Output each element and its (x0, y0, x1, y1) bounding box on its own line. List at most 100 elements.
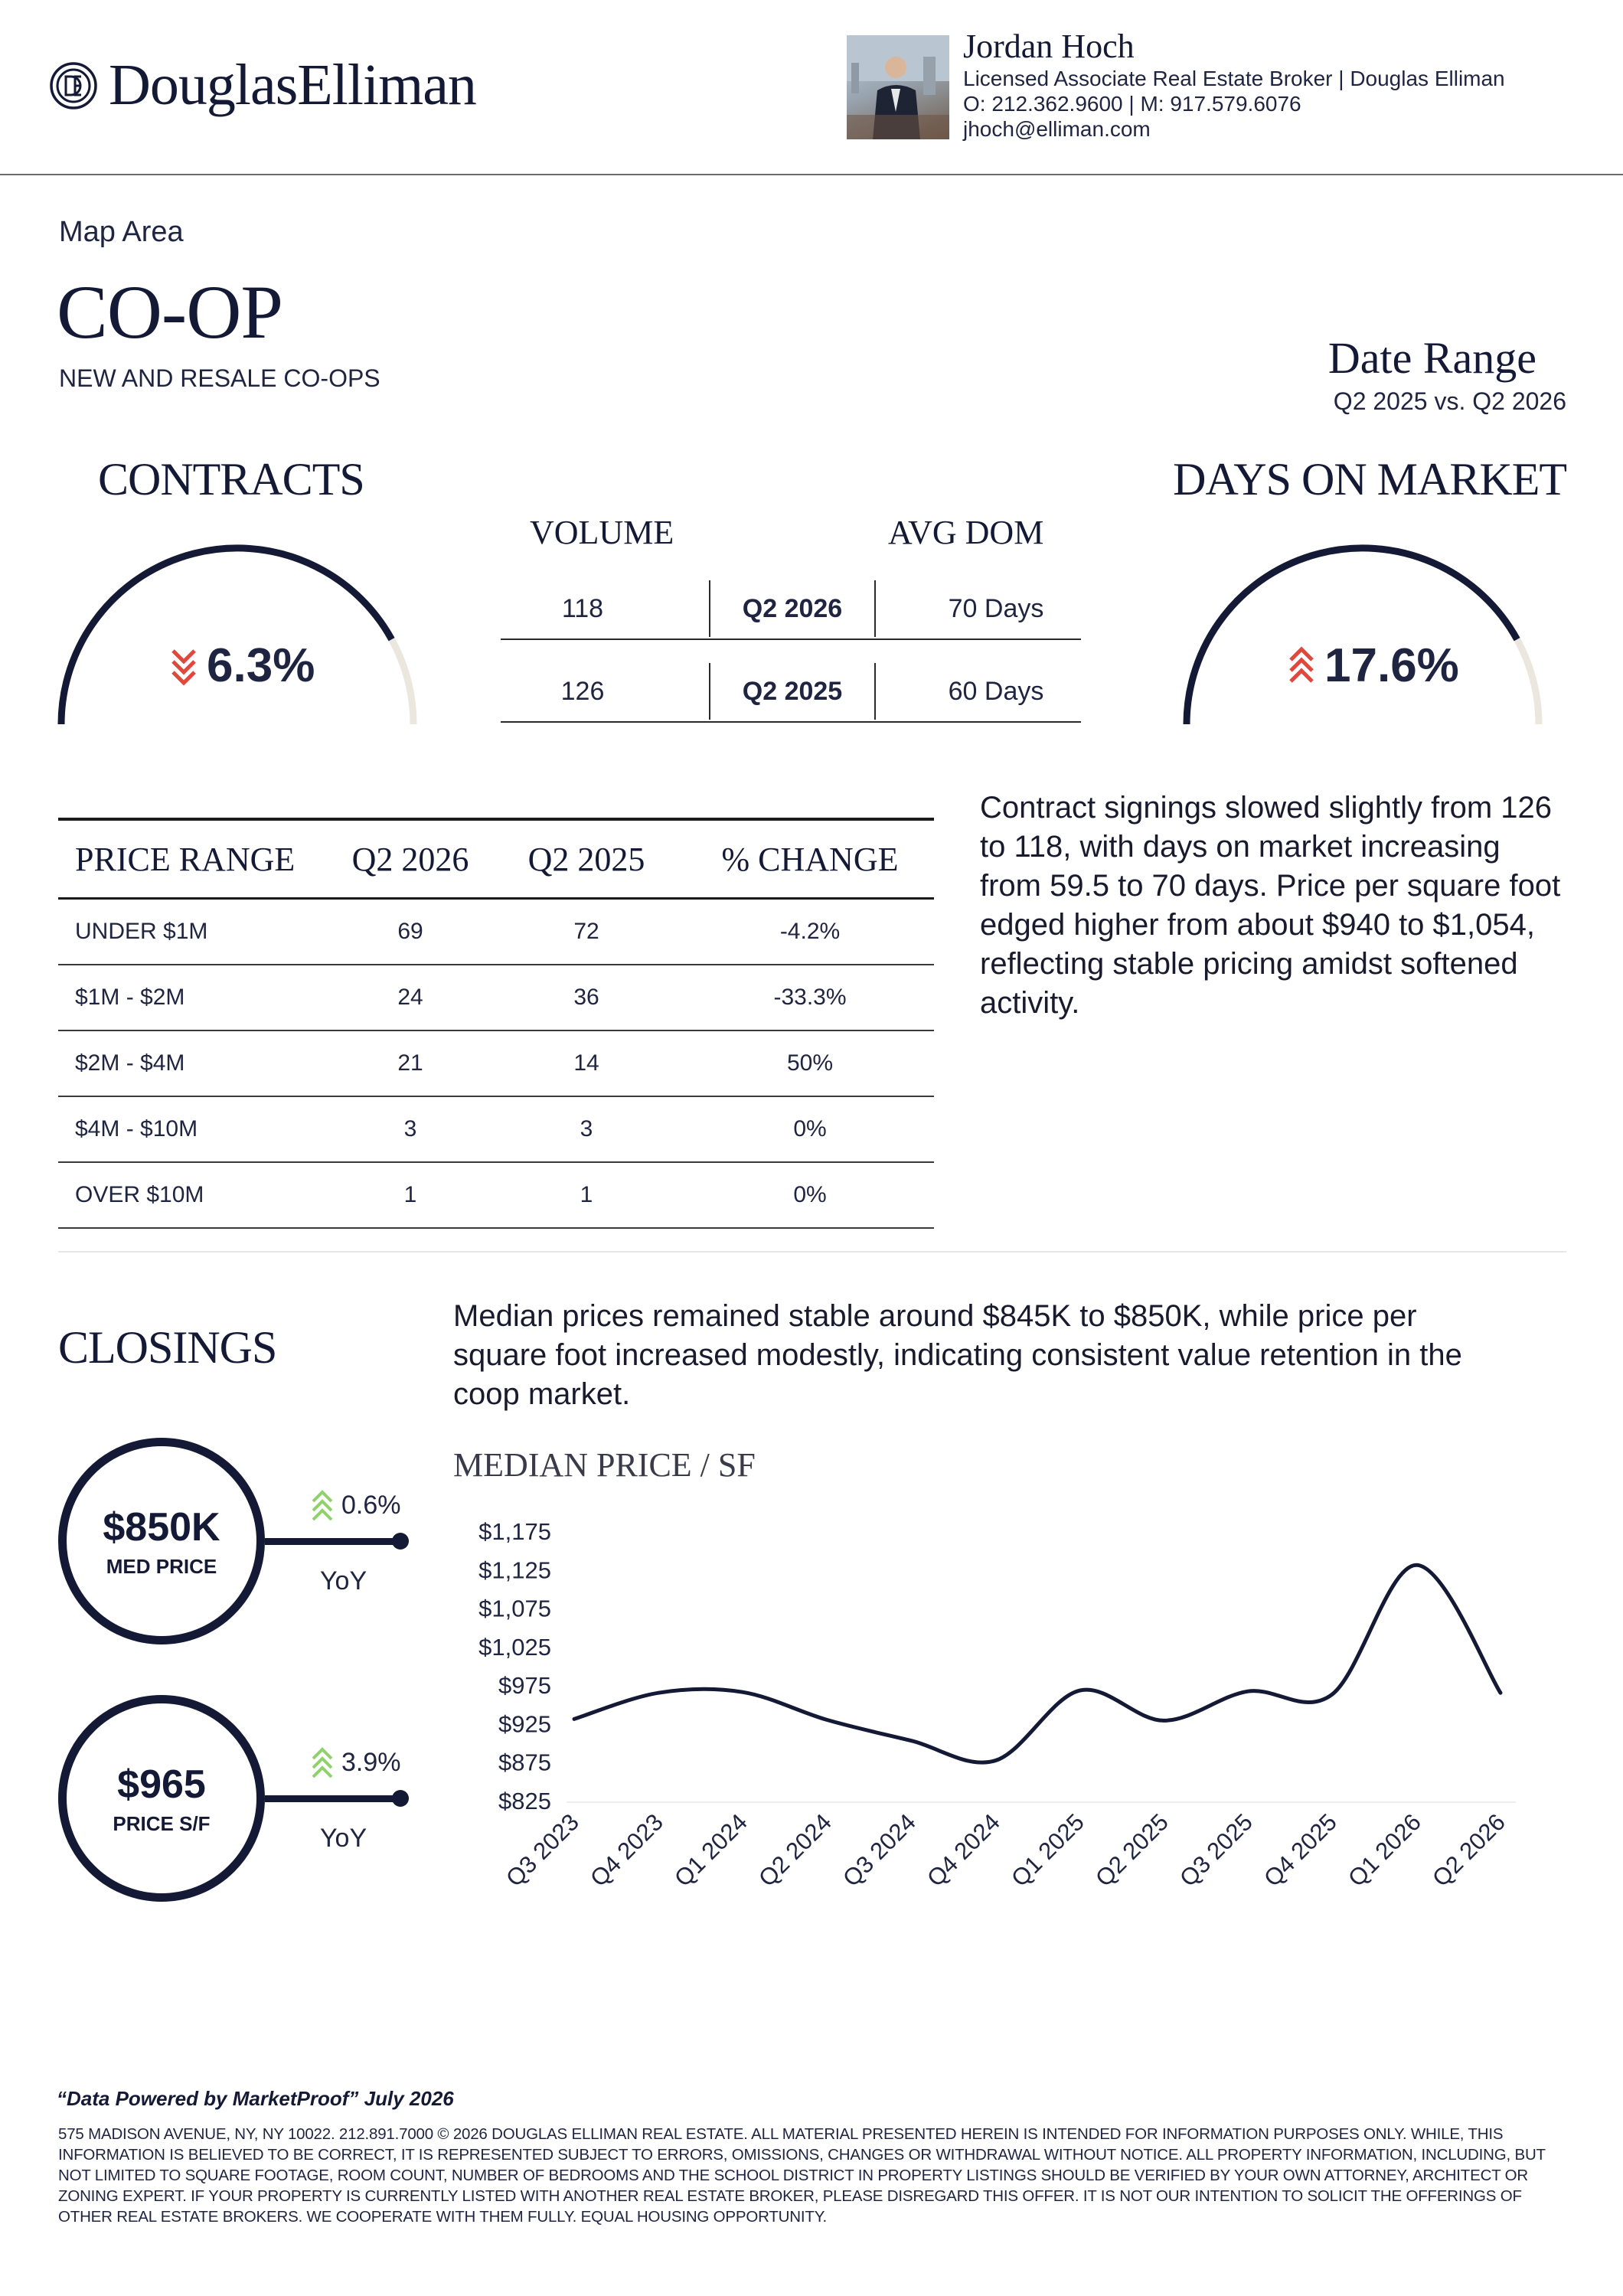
median-price-circle: $850K MED PRICE (58, 1438, 265, 1644)
connector-dot (392, 1790, 409, 1807)
connector-dot (392, 1533, 409, 1550)
chevron-double-down-icon (171, 648, 196, 686)
dom-gauge-track (1183, 544, 1543, 725)
closings-commentary: Median prices remained stable around $84… (453, 1299, 1462, 1411)
pct-change-cell: 0% (793, 1182, 827, 1207)
y-tick-label: $1,175 (478, 1518, 551, 1545)
dom-change: 17.6% (1288, 639, 1459, 693)
dom-title: DAYS ON MARKET (1173, 454, 1567, 505)
price-range-cell: OVER $10M (75, 1182, 204, 1207)
price-range-cell: $4M - $10M (75, 1116, 198, 1141)
price-range-table: PRICE RANGE Q2 2026 Q2 2025 % CHANGE UND… (58, 818, 934, 1229)
dom-q2-2026: 70 Days (948, 594, 1044, 623)
price-sf-period: YoY (320, 1824, 367, 1853)
chart-title: MEDIAN PRICE / SF (453, 1446, 756, 1484)
price-range-cell: $2M - $4M (75, 1050, 185, 1076)
price-range-cell: UNDER $1M (75, 919, 208, 944)
q2-2025-cell: 1 (580, 1182, 593, 1207)
x-tick-label: Q3 2025 (1174, 1808, 1258, 1892)
table-row: UNDER $1M 69 72 -4.2% (58, 900, 934, 965)
agent-email[interactable]: jhoch@elliman.com (963, 117, 1151, 141)
q2-2025-cell: 72 (573, 919, 599, 944)
q2-2025-cell: 14 (573, 1050, 599, 1076)
contracts-commentary: Contract signings slowed slightly from 1… (980, 791, 1561, 1020)
period-q2-2025: Q2 2025 (742, 677, 843, 706)
median-price-label: MED PRICE (106, 1554, 217, 1578)
price-sf-circle: $965 PRICE S/F (58, 1695, 265, 1902)
avg-dom-header: AVG DOM (888, 514, 1044, 551)
x-tick-label: Q4 2025 (1259, 1808, 1342, 1892)
price-sf-series-line (572, 1563, 1503, 1765)
table-rule (501, 721, 1081, 723)
x-tick-label: Q3 2023 (501, 1808, 584, 1892)
x-tick-label: Q4 2024 (922, 1808, 1005, 1892)
y-tick-label: $825 (498, 1788, 551, 1814)
price-range-cell: $1M - $2M (75, 985, 185, 1010)
y-tick-label: $1,025 (478, 1634, 551, 1661)
header-price-range: PRICE RANGE (75, 840, 296, 878)
median-price-period: YoY (320, 1566, 367, 1595)
header-q2-2025: Q2 2025 (527, 840, 645, 878)
q2-2026-cell: 3 (403, 1116, 417, 1141)
contracts-change-value: 6.3% (207, 639, 315, 692)
section-divider (58, 1251, 1566, 1253)
volume-q2-2025: 126 (560, 677, 605, 706)
x-tick-label: Q1 2026 (1343, 1808, 1426, 1892)
header-pct-change: % CHANGE (721, 840, 899, 878)
volume-q2-2026: 118 (561, 594, 604, 623)
data-source: “Data Powered by MarketProof” July 2026 (57, 2087, 454, 2110)
x-tick-label: Q1 2025 (1006, 1808, 1089, 1892)
area-label: Map Area (59, 216, 184, 248)
legal-disclaimer: 575 Madison Avenue, NY, NY 10022. 212.89… (58, 2125, 1546, 2226)
brand-logo: DouglasElliman (49, 52, 477, 119)
pct-change-cell: -33.3% (773, 985, 847, 1010)
median-price-change-value: 0.6% (341, 1490, 401, 1520)
y-tick-label: $975 (498, 1672, 551, 1699)
closings-title: CLOSINGS (58, 1322, 277, 1373)
dom-gauge-fill (1183, 544, 1520, 725)
agent-name: Jordan Hoch (963, 28, 1135, 65)
header-q2-2026: Q2 2026 (351, 840, 469, 878)
connector-line (265, 1538, 400, 1545)
volume-header: VOLUME (530, 514, 674, 551)
table-header-row: PRICE RANGE Q2 2026 Q2 2025 % CHANGE (58, 818, 934, 900)
median-price-sf-chart: $825 $875 $925 $975 $1,025 $1,075 $1,125 $1,175… (478, 1518, 1516, 1892)
agent-title: Licensed Associate Real Estate Broker | … (963, 67, 1505, 90)
period-q2-2026: Q2 2026 (742, 594, 843, 623)
douglas-elliman-mark-icon (50, 61, 97, 109)
dom-change-value: 17.6% (1324, 639, 1459, 692)
table-row: $2M - $4M 21 14 50% (58, 1031, 934, 1097)
dom-gauge (1183, 544, 1543, 725)
column-divider (874, 663, 876, 720)
y-tick-label: $1,075 (478, 1595, 551, 1622)
page-subtitle: NEW AND RESALE CO-OPS (59, 364, 380, 392)
agent-info: Jordan Hoch Licensed Associate Real Esta… (963, 28, 1505, 142)
price-sf-change: 3.9% (311, 1747, 401, 1778)
column-divider (874, 580, 876, 637)
price-sf-label: PRICE S/F (113, 1811, 211, 1835)
q2-2025-cell: 36 (573, 985, 599, 1010)
connector-line (265, 1795, 400, 1802)
median-price-value: $850K (103, 1504, 220, 1550)
table-row: $4M - $10M 3 3 0% (58, 1097, 934, 1163)
pct-change-cell: 0% (793, 1116, 827, 1141)
table-row: OVER $10M 1 1 0% (58, 1163, 934, 1229)
contracts-change: 6.3% (170, 639, 315, 693)
table-rule (501, 639, 1081, 640)
q2-2025-cell: 3 (580, 1116, 593, 1141)
agent-phones: O: 212.362.9600 | M: 917.579.6076 (963, 92, 1301, 116)
column-divider (709, 663, 710, 720)
dom-q2-2025: 60 Days (948, 677, 1044, 706)
pct-change-cell: -4.2% (779, 919, 841, 944)
date-range-title: Date Range (1327, 333, 1536, 383)
contracts-gauge (57, 544, 417, 725)
y-tick-label: $875 (498, 1749, 551, 1776)
x-tick-label: Q4 2023 (585, 1808, 668, 1892)
q2-2026-cell: 24 (397, 985, 423, 1010)
q2-2026-cell: 69 (397, 919, 423, 944)
pct-change-cell: 50% (786, 1050, 834, 1076)
date-range-value: Q2 2025 vs. Q2 2026 (1333, 387, 1566, 415)
contracts-gauge-fill (57, 544, 395, 725)
x-tick-label: Q2 2024 (753, 1808, 837, 1892)
x-tick-label: Q2 2026 (1427, 1808, 1510, 1892)
